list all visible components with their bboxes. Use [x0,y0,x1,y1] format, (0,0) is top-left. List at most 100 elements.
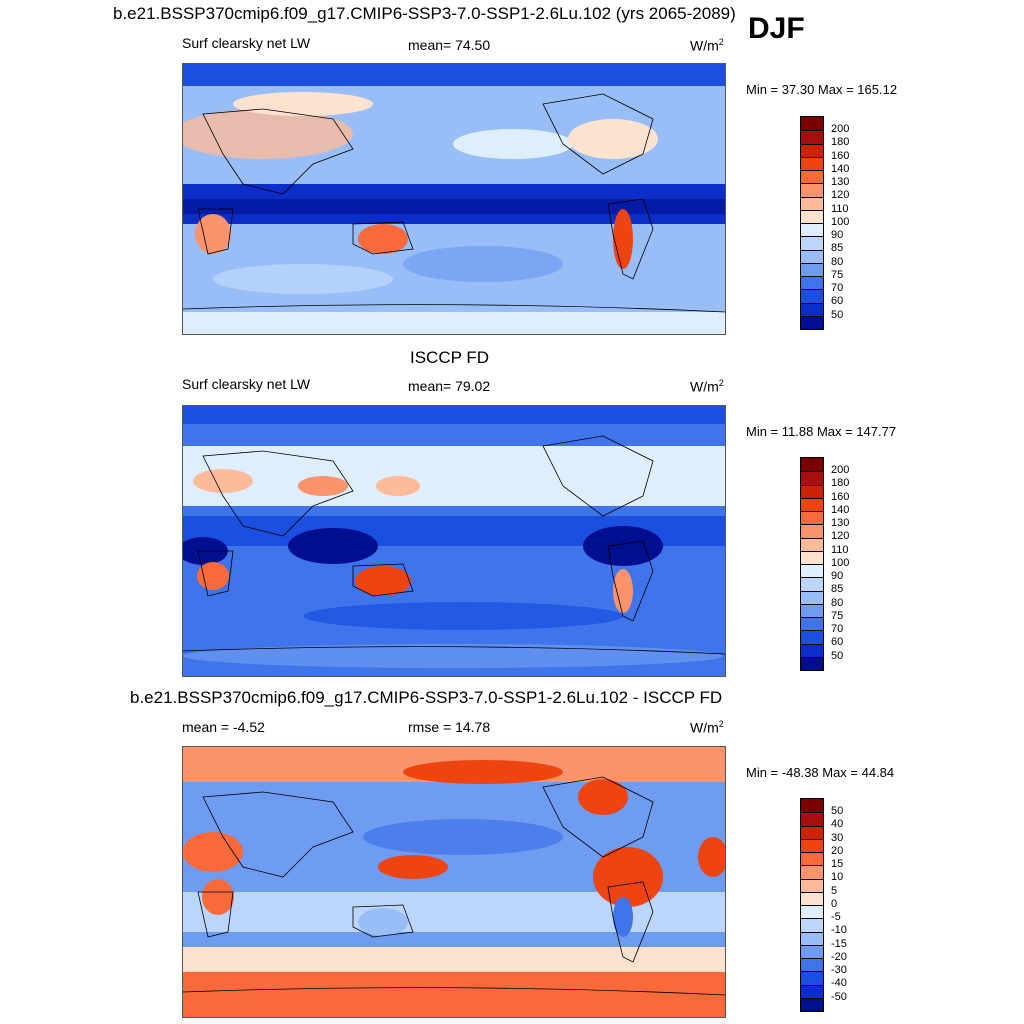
cbar-2-label: 180 [831,477,850,489]
cbar-3-label: -15 [831,938,847,950]
cbar-1-swatch [801,289,823,303]
season-label: DJF [748,12,805,45]
cbar-1-label: 75 [831,269,844,281]
cbar-3-swatch [801,931,823,945]
cbar-2-label: 200 [831,464,850,476]
panel-3-minmax: Min = -48.38 Max = 44.84 [746,765,895,780]
cbar-2-swatch [801,564,823,578]
cbar-1-label: 70 [831,282,844,294]
panel-2-units: W/m2 [690,378,724,395]
panel-1-mean: mean= 74.50 [408,37,491,53]
cbar-3-swatch [801,852,823,866]
cbar-3-swatch [801,905,823,919]
cbar-3-swatch [801,838,823,852]
cbar-1-swatch [801,262,823,276]
cbar-3-swatch [801,891,823,905]
cbar-1-label: 110 [831,203,849,215]
cbar-2-swatch [801,630,823,644]
cbar-3-label: 15 [831,858,844,870]
cbar-2-swatch [801,511,823,525]
cbar-3-swatch [801,958,823,972]
cbar-3-swatch [801,984,823,998]
panel-1-minmax: Min = 37.30 Max = 165.12 [746,82,898,97]
cbar-1-label: 130 [831,176,850,188]
cbar-3-label: 0 [831,898,838,910]
cbar-3-swatch [801,865,823,879]
cbar-1-label: 85 [831,242,844,254]
cbar-2-swatch [801,497,823,511]
cbar-1-swatch [801,170,823,184]
cbar-1-swatch [801,183,823,197]
panel-1-map [182,63,726,335]
cbar-2-swatch [801,643,823,657]
cbar-1-label: 100 [831,216,850,228]
cbar-3-label: 30 [831,832,844,844]
cbar-2-label: 100 [831,557,850,569]
cbar-1-label: 160 [831,150,850,162]
cbar-2-swatch [801,617,823,631]
cbar-2-label: 60 [831,636,844,648]
panel-1-units: W/m2 [690,37,724,54]
cbar-1-swatch [801,315,823,329]
panel-1-variable: Surf clearsky net LW [182,35,311,51]
cbar-1-swatch [801,236,823,250]
cbar-3-label: 50 [831,805,844,817]
cbar-2-swatch [801,524,823,538]
cbar-1-label: 140 [831,163,850,175]
panel-2-title: ISCCP FD [410,348,490,367]
cbar-2-label: 75 [831,610,844,622]
panel-3-rmse: rmse = 14.78 [408,719,491,735]
cbar-2-swatch [801,537,823,551]
cbar-1-label: 90 [831,229,844,241]
panel-2-map [182,405,726,677]
panel-3-units: W/m2 [690,719,724,736]
cbar-1-label: 200 [831,123,850,135]
cbar-3-swatch [801,799,823,813]
cbar-1-swatch [801,196,823,210]
cbar-2-label: 85 [831,583,844,595]
cbar-3-swatch [801,878,823,892]
cbar-3-label: -30 [831,964,847,976]
cbar-1-swatch [801,156,823,170]
cbar-2-label: 130 [831,517,850,529]
cbar-2-label: 140 [831,504,850,516]
panel-1-colorbar: 200 180 160 140 130 120 110 100 90 85 80… [800,116,849,330]
cbar-1-label: 180 [831,136,850,148]
cbar-2-swatch [801,603,823,617]
cbar-3-swatch [801,812,823,826]
panel-1-title: b.e21.BSSP370cmip6.f09_g17.CMIP6-SSP3-7.… [113,4,736,23]
cbar-2-swatch [801,590,823,604]
cbar-3-label: 20 [831,845,844,857]
cbar-3-swatch [801,971,823,985]
cbar-2-label: 70 [831,623,844,635]
panel-3-title: b.e21.BSSP370cmip6.f09_g17.CMIP6-SSP3-7.… [130,688,723,707]
cbar-3-swatch [801,825,823,839]
cbar-3-swatch [801,944,823,958]
cbar-1-swatch [801,223,823,237]
cbar-3-label: 5 [831,885,838,897]
cbar-3-swatch [801,918,823,932]
cbar-1-swatch [801,143,823,157]
panel-3-colorbar: 50 40 30 20 15 10 5 0 -5 -10 -15 -20 -30… [800,798,847,1012]
cbar-1-label: 60 [831,295,844,307]
cbar-3-label: -40 [831,977,847,989]
panel-3-mean: mean = -4.52 [182,719,265,735]
panel-2-variable: Surf clearsky net LW [182,376,311,392]
cbar-2-label: 90 [831,570,844,582]
panel-2-minmax: Min = 11.88 Max = 147.77 [746,424,897,439]
panel-3-map [182,746,726,1018]
cbar-3-label: -10 [831,924,847,936]
cbar-3-label: 10 [831,871,844,883]
panel-2-colorbar: 200 180 160 140 130 120 110 100 90 85 80… [800,457,849,671]
panel-2-mean: mean= 79.02 [408,378,491,394]
cbar-1-swatch [801,302,823,316]
cbar-2-swatch [801,550,823,564]
cbar-3-label: -20 [831,951,847,963]
cbar-3-label: -5 [831,911,841,923]
cbar-1-label: 50 [831,309,844,321]
cbar-2-label: 50 [831,650,844,662]
cbar-1-swatch [801,117,823,131]
cbar-2-swatch [801,577,823,591]
cbar-1-swatch [801,130,823,144]
cbar-3-label: 40 [831,818,844,830]
